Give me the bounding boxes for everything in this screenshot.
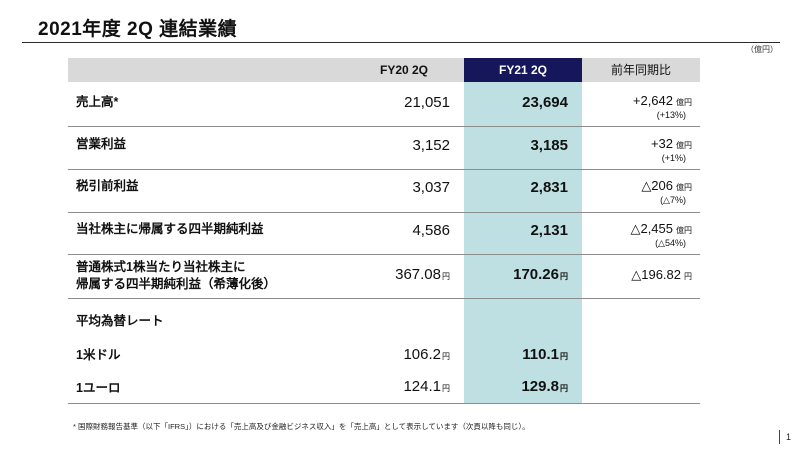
- title-divider: [22, 42, 780, 43]
- footnote: * 国際財務報告基準（以下「IFRS」）における「売上高及び金融ビジネス収入」を…: [73, 422, 530, 431]
- fx-eur-fy21: 129.8円: [464, 378, 568, 395]
- fx-usd-fy21-unit: 円: [560, 352, 568, 361]
- fx-label-usd: 1米ドル: [76, 348, 121, 362]
- row-label-operating-income: 営業利益: [76, 137, 127, 151]
- revenue-diff-unit: 億円: [676, 98, 692, 107]
- row-label-revenue: 売上高*: [76, 95, 119, 109]
- eps-fy20: 367.08円: [344, 266, 450, 283]
- fx-usd-fy20: 106.2円: [344, 346, 450, 363]
- operating-income-fy20: 3,152: [412, 137, 450, 154]
- operating-income-pct: (+1%): [661, 153, 686, 163]
- operating-income-diff: +32 億円: [582, 136, 692, 151]
- operating-income-fy21: 3,185: [530, 137, 568, 154]
- fx-label-eur: 1ユーロ: [76, 381, 121, 395]
- net-income-diff-unit: 億円: [676, 226, 692, 235]
- table-bottom-rule: [68, 403, 700, 404]
- operating-income-diff-value: +32: [650, 136, 673, 151]
- header-fy20: FY20 2Q: [379, 63, 429, 77]
- eps-diff-unit: 円: [684, 272, 692, 281]
- fx-usd-fy21: 110.1円: [464, 346, 568, 363]
- revenue-pct: (+13%): [656, 110, 686, 120]
- revenue-diff-value: +2,642: [632, 93, 673, 108]
- eps-label-line2: 帰属する四半期純利益（希薄化後）: [76, 277, 277, 291]
- header-fy21: FY21 2Q: [498, 63, 548, 77]
- header-background: [68, 58, 464, 82]
- revenue-diff: +2,642 億円: [582, 93, 692, 108]
- row-divider: [68, 126, 700, 127]
- eps-fy21-value: 170.26: [513, 266, 559, 283]
- row-label-eps: 普通株式1株当たり当社株主に 帰属する四半期純利益（希薄化後）: [76, 259, 276, 293]
- fx-usd-fy21-value: 110.1: [522, 346, 559, 363]
- operating-income-diff-unit: 億円: [676, 141, 692, 150]
- eps-fy20-unit: 円: [442, 272, 450, 281]
- header-background-comparison: [582, 58, 700, 82]
- eps-diff-value: △196.82: [631, 267, 681, 282]
- pretax-income-fy20: 3,037: [412, 179, 450, 196]
- row-label-net-income: 当社株主に帰属する四半期純利益: [76, 222, 264, 236]
- fx-usd-fy20-value: 106.2: [403, 346, 441, 363]
- revenue-fy21: 23,694: [522, 94, 568, 111]
- page-number-divider: [779, 430, 780, 444]
- header-comparison: 前年同期比: [610, 63, 671, 77]
- header-fy21-background: [464, 58, 582, 82]
- fy21-highlight-column: [464, 58, 582, 404]
- fx-usd-fy20-unit: 円: [442, 352, 450, 361]
- row-divider: [68, 298, 700, 299]
- fx-eur-fy21-value: 129.8: [521, 378, 559, 395]
- revenue-fy20: 21,051: [404, 94, 450, 111]
- pretax-income-diff-value: △206: [641, 178, 673, 193]
- page-title: 2021年度 2Q 連結業績: [38, 19, 238, 40]
- net-income-fy21: 2,131: [530, 222, 568, 239]
- eps-fy21: 170.26円: [464, 266, 568, 283]
- eps-diff: △196.82 円: [582, 267, 692, 283]
- unit-note: （億円）: [746, 45, 778, 54]
- row-divider: [68, 254, 700, 255]
- eps-fy21-unit: 円: [560, 272, 568, 281]
- net-income-diff-value: △2,455: [630, 221, 673, 236]
- pretax-income-diff-unit: 億円: [676, 183, 692, 192]
- eps-label-line1: 普通株式1株当たり当社株主に: [76, 260, 246, 274]
- pretax-income-diff: △206 億円: [582, 178, 692, 194]
- fx-eur-fy20-value: 124.1: [403, 378, 441, 395]
- pretax-income-fy21: 2,831: [530, 179, 568, 196]
- page-number: 1: [786, 432, 792, 442]
- net-income-pct: (△54%): [655, 238, 686, 248]
- net-income-fy20: 4,586: [412, 222, 450, 239]
- fx-eur-fy20-unit: 円: [442, 384, 450, 393]
- fx-eur-fy21-unit: 円: [560, 384, 568, 393]
- net-income-diff: △2,455 億円: [582, 221, 692, 237]
- fx-heading: 平均為替レート: [76, 314, 164, 328]
- pretax-income-pct: (△7%): [660, 195, 686, 205]
- eps-fy20-value: 367.08: [395, 266, 441, 283]
- row-divider: [68, 212, 700, 213]
- row-divider: [68, 169, 700, 170]
- fx-eur-fy20: 124.1円: [344, 378, 450, 395]
- row-label-pretax-income: 税引前利益: [76, 179, 139, 193]
- results-table: FY20 2Q FY21 2Q 前年同期比 売上高* 21,051 23,694…: [68, 58, 700, 404]
